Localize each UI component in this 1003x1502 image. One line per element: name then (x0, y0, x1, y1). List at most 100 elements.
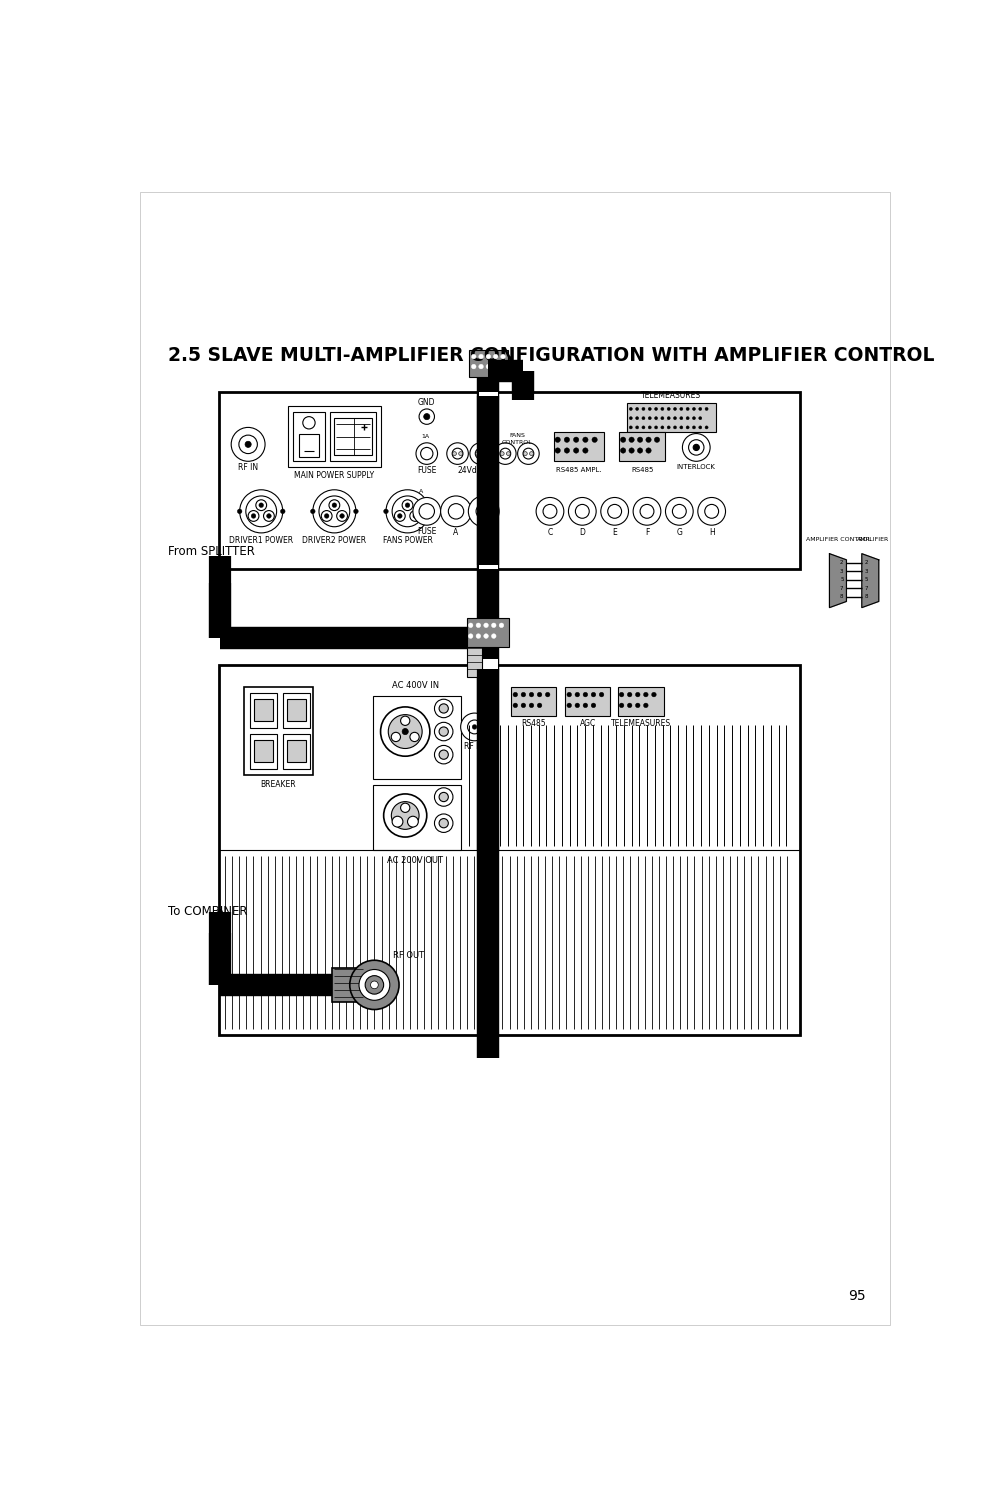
Bar (332, 967, 364, 1002)
Text: FUSE: FUSE (416, 466, 436, 475)
Text: 8: 8 (840, 595, 843, 599)
Text: 24Vdc: 24Vdc (456, 466, 480, 475)
Circle shape (397, 514, 402, 518)
Circle shape (485, 354, 490, 359)
Bar (478, 665, 497, 850)
Text: 3: 3 (840, 569, 843, 574)
Circle shape (402, 728, 408, 734)
Circle shape (259, 503, 263, 508)
Text: 8: 8 (864, 595, 868, 599)
Circle shape (529, 703, 534, 707)
Circle shape (394, 511, 405, 521)
Circle shape (324, 514, 329, 518)
Circle shape (475, 634, 480, 638)
Circle shape (239, 436, 257, 454)
Text: RF IN: RF IN (464, 742, 484, 751)
Circle shape (280, 509, 285, 514)
Circle shape (438, 704, 448, 713)
Circle shape (619, 703, 623, 707)
Text: To COMBINER: To COMBINER (168, 906, 248, 918)
Circle shape (582, 448, 588, 454)
Circle shape (629, 416, 632, 419)
Circle shape (407, 816, 418, 828)
Circle shape (654, 416, 657, 419)
Circle shape (629, 427, 632, 430)
Text: FANS: FANS (509, 433, 525, 437)
Circle shape (303, 416, 315, 430)
Circle shape (478, 354, 482, 359)
Circle shape (471, 365, 475, 369)
Circle shape (537, 703, 542, 707)
Circle shape (415, 443, 437, 464)
Circle shape (679, 427, 682, 430)
Bar (626, 403, 715, 433)
Bar (468, 350, 508, 377)
Text: BREAKER: BREAKER (260, 780, 296, 789)
Bar (283, 734, 309, 769)
Text: B: B (480, 527, 485, 536)
Circle shape (704, 505, 718, 518)
Circle shape (409, 511, 420, 521)
Text: C: C (547, 527, 552, 536)
Text: From SPLITTER: From SPLITTER (168, 545, 255, 557)
Circle shape (452, 452, 456, 455)
Circle shape (267, 514, 271, 518)
Circle shape (467, 496, 498, 527)
Bar (554, 433, 603, 461)
Circle shape (536, 497, 564, 526)
Text: 7: 7 (864, 586, 868, 590)
Circle shape (418, 409, 434, 425)
Circle shape (492, 365, 497, 369)
Circle shape (498, 623, 504, 628)
Bar (511, 686, 556, 716)
Circle shape (648, 416, 651, 419)
Circle shape (685, 407, 688, 410)
Text: 2.5 SLAVE MULTI-AMPLIFIER CONFIGURATION WITH AMPLIFIER CONTROL: 2.5 SLAVE MULTI-AMPLIFIER CONFIGURATION … (168, 345, 934, 365)
Bar (219, 392, 799, 569)
Text: F: F (644, 527, 649, 536)
Circle shape (448, 503, 463, 520)
Circle shape (667, 407, 670, 410)
Circle shape (648, 407, 651, 410)
Circle shape (412, 497, 440, 526)
Bar (329, 412, 375, 461)
Text: DRIVER1 POWER: DRIVER1 POWER (229, 536, 293, 545)
Circle shape (423, 413, 429, 419)
Circle shape (651, 692, 656, 697)
Circle shape (469, 443, 490, 464)
Text: 5: 5 (840, 577, 843, 583)
Text: RS485: RS485 (521, 719, 546, 728)
Circle shape (420, 448, 432, 460)
Bar (617, 686, 663, 716)
Circle shape (583, 703, 587, 707)
Circle shape (475, 503, 490, 520)
Circle shape (628, 437, 634, 443)
Circle shape (392, 816, 402, 828)
Circle shape (383, 509, 388, 514)
Circle shape (418, 503, 434, 520)
Circle shape (685, 416, 688, 419)
Circle shape (475, 452, 479, 455)
Circle shape (575, 703, 579, 707)
Circle shape (263, 511, 274, 521)
Circle shape (438, 749, 448, 760)
Circle shape (388, 715, 421, 748)
Circle shape (467, 634, 472, 638)
Circle shape (400, 804, 409, 813)
Circle shape (521, 703, 526, 707)
Circle shape (349, 960, 398, 1009)
Circle shape (467, 623, 472, 628)
Circle shape (575, 505, 589, 518)
Text: RF IN: RF IN (238, 463, 258, 472)
Circle shape (499, 452, 504, 455)
Circle shape (467, 719, 481, 734)
Circle shape (310, 509, 315, 514)
Circle shape (564, 437, 569, 443)
Circle shape (564, 448, 569, 454)
Circle shape (641, 416, 644, 419)
Circle shape (599, 692, 603, 697)
Circle shape (353, 509, 358, 514)
Circle shape (575, 692, 579, 697)
Text: 95: 95 (848, 1289, 865, 1302)
Circle shape (332, 503, 336, 508)
